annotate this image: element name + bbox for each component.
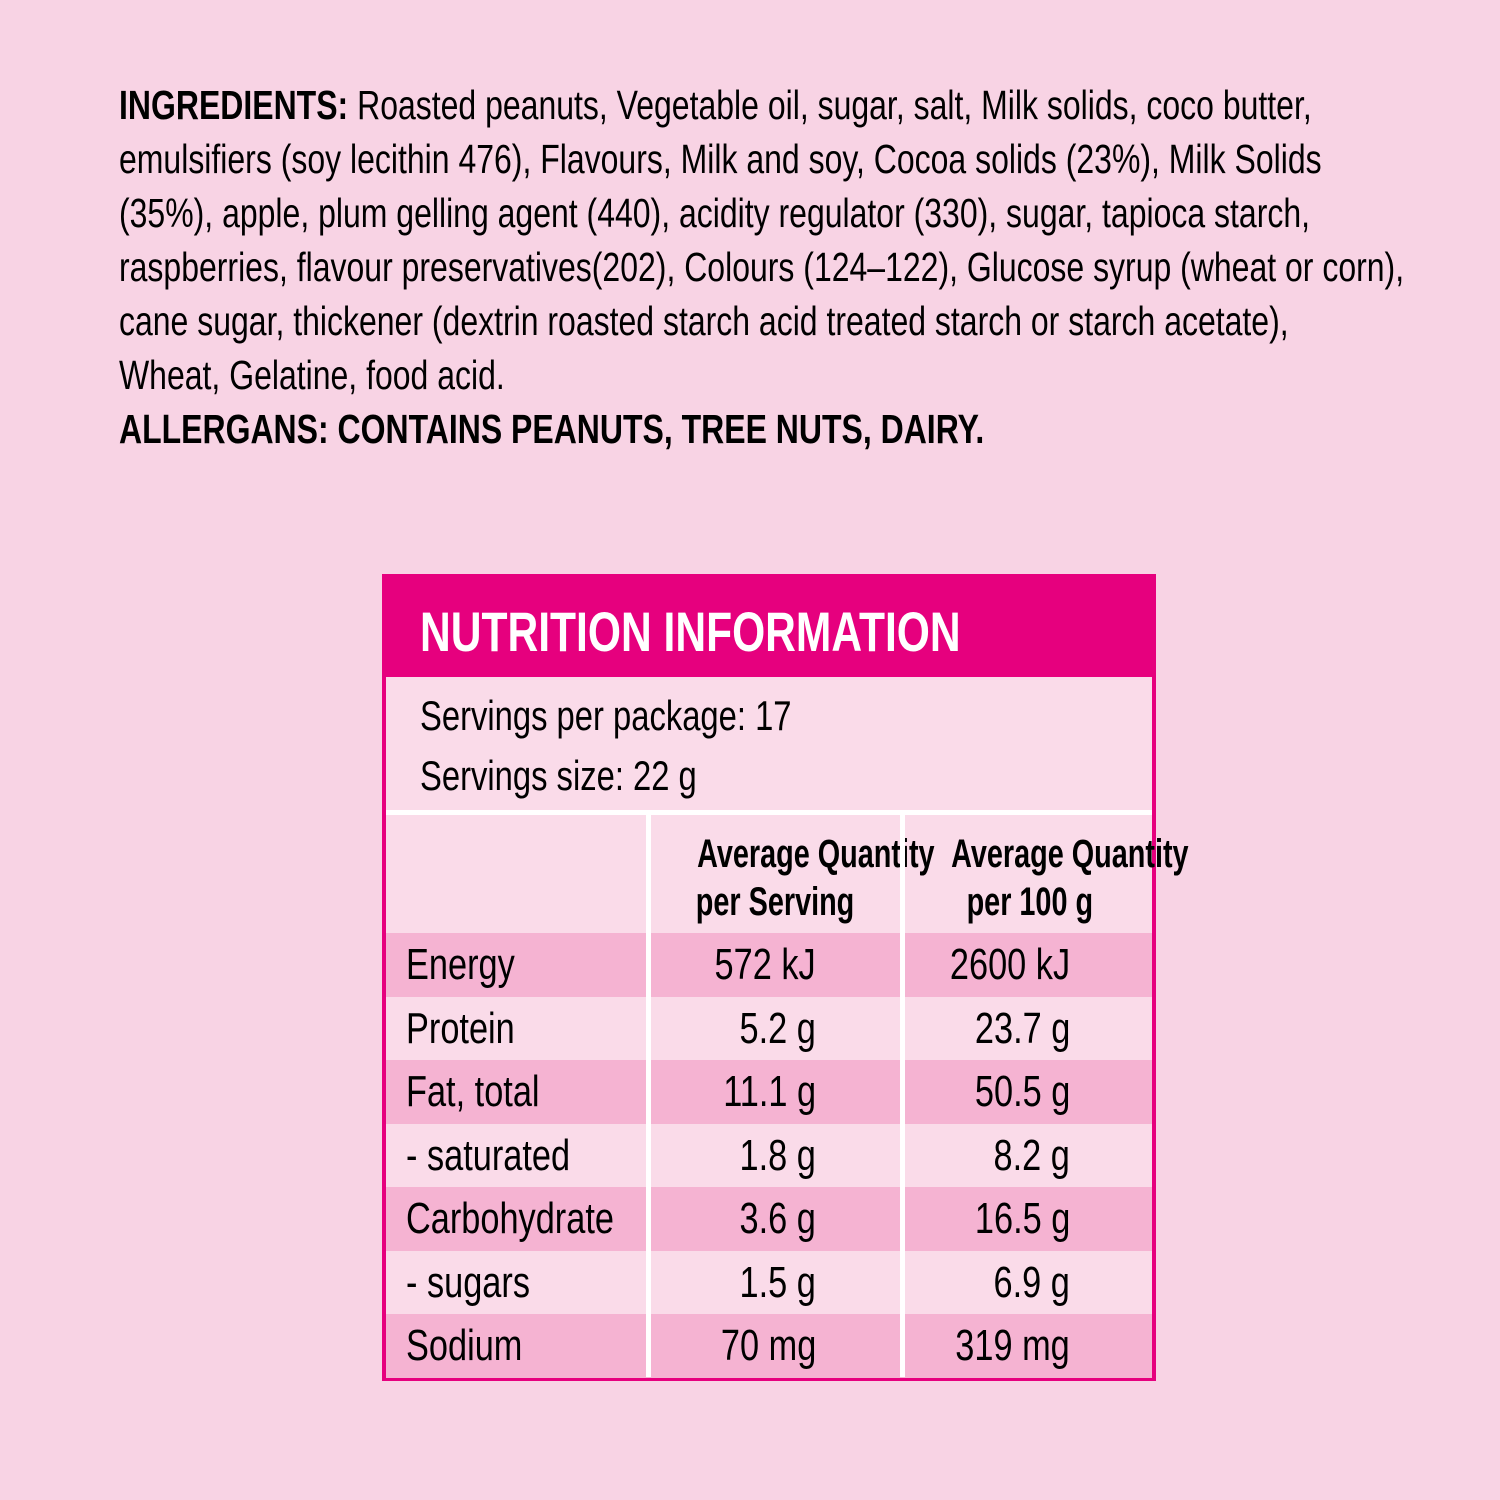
nutrition-table: NUTRITION INFORMATION Servings per packa… [382, 574, 1189, 1381]
serving-size: Servings size: 22 g [420, 752, 697, 799]
ingredients-text: cane sugar, thickener (dextrin roasted s… [119, 298, 1289, 344]
value-per-100g: 6.9 g [993, 1257, 1070, 1307]
value-per-serving: 5.2 g [739, 1003, 816, 1053]
value-per-serving: 572 kJ [714, 940, 816, 989]
ingredients-text: raspberries, flavour preservatives(202),… [119, 244, 1405, 290]
value-per-100g: 16.5 g [974, 1194, 1070, 1243]
nutrition-title: NUTRITION INFORMATION [420, 600, 961, 663]
nutrient-row: Fat, total 11.1 g 50.5 g [386, 1060, 1152, 1124]
value-per-100g: 50.5 g [974, 1067, 1070, 1116]
value-per-serving: 3.6 g [739, 1194, 816, 1243]
ingredients-text: Roasted peanuts, Vegetable oil, sugar, s… [348, 82, 1312, 128]
value-per-100g: 23.7 g [974, 1003, 1070, 1053]
nutrient-row: - saturated 1.8 g 8.2 g [386, 1124, 1152, 1188]
nutrient-name: - saturated [406, 1130, 571, 1180]
nutrient-name: Energy [406, 940, 515, 989]
nutrient-name: Sodium [406, 1321, 523, 1370]
ingredients-text: emulsifiers (soy lecithin 476), Flavours… [119, 136, 1322, 182]
nutrient-row: Protein 5.2 g 23.7 g [386, 997, 1152, 1061]
nutrient-name: Protein [406, 1003, 515, 1053]
nutrient-row: Sodium 70 mg 319 mg [386, 1314, 1152, 1378]
ingredients-text: Wheat, Gelatine, food acid. [119, 352, 505, 398]
value-per-serving: 1.8 g [739, 1130, 816, 1180]
servings-per-package: Servings per package: 17 [420, 692, 792, 739]
nutrient-name: Carbohydrate [406, 1194, 614, 1243]
allergens-text: ALLERGANS: CONTAINS PEANUTS, TREE NUTS, … [119, 406, 985, 452]
value-per-serving: 1.5 g [739, 1257, 816, 1307]
column-header-per-serving: Average Quantity per Serving [696, 832, 935, 924]
nutrition-header: NUTRITION INFORMATION [386, 578, 1152, 677]
value-per-serving: 11.1 g [723, 1067, 816, 1116]
value-per-100g: 2600 kJ [949, 940, 1070, 989]
value-per-serving: 70 mg [720, 1321, 816, 1370]
ingredients-text: (35%), apple, plum gelling agent (440), … [119, 190, 1311, 236]
nutrient-name: Fat, total [406, 1067, 540, 1116]
nutrient-name: - sugars [406, 1257, 530, 1307]
divider [386, 810, 1152, 815]
ingredients-block: INGREDIENTS: Roasted peanuts, Vegetable … [119, 78, 1500, 456]
ingredients-label: INGREDIENTS: [119, 82, 349, 128]
column-header-per-100g: Average Quantity per 100 g [951, 832, 1189, 924]
value-per-100g: 8.2 g [993, 1130, 1070, 1180]
column-divider [646, 815, 651, 1377]
nutrient-row: Energy 572 kJ 2600 kJ [386, 933, 1152, 997]
nutrient-row: Carbohydrate 3.6 g 16.5 g [386, 1187, 1152, 1251]
column-divider [900, 815, 905, 1377]
value-per-100g: 319 mg [955, 1321, 1070, 1370]
nutrient-row: - sugars 1.5 g 6.9 g [386, 1251, 1152, 1315]
